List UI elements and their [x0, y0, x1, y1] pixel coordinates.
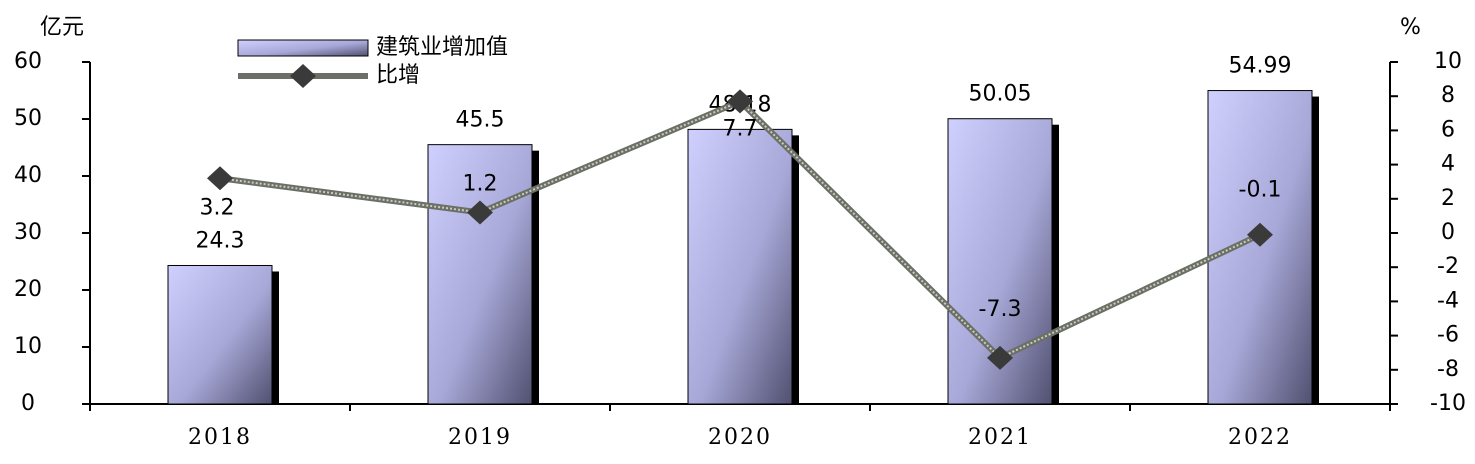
y2-tick-label: 8: [1441, 83, 1455, 108]
y-tick-label: 60: [14, 49, 42, 74]
line-marker: [987, 345, 1013, 370]
x-tick-label: 2019: [448, 425, 512, 450]
bar: [167, 264, 273, 405]
legend-label: 比增: [376, 63, 420, 88]
line-label: -7.3: [979, 297, 1022, 322]
y2-tick-label: 0: [1441, 220, 1455, 245]
bar: [687, 128, 793, 405]
bar-label: 24.3: [196, 228, 245, 253]
line-label: -0.1: [1239, 178, 1282, 203]
y-tick-label: 50: [14, 106, 42, 131]
y-tick-label: 10: [14, 334, 42, 359]
line-marker: [1247, 222, 1273, 247]
legend-marker: [290, 64, 316, 88]
line-marker: [467, 200, 493, 225]
x-tick-label: 2022: [1228, 425, 1292, 450]
y-tick-label: 40: [14, 163, 42, 188]
legend-swatch: [237, 39, 369, 57]
bar-label: 54.99: [1229, 54, 1292, 79]
bar: [427, 144, 533, 405]
y2-axis-label: %: [1400, 15, 1421, 40]
line-label: 7.7: [723, 116, 758, 141]
legend-label: 建筑业增加值: [376, 35, 508, 60]
x-tick-label: 2020: [708, 425, 772, 450]
x-tick-label: 2018: [188, 425, 252, 450]
y-tick-label: 0: [21, 391, 35, 416]
y-tick-label: 20: [14, 277, 42, 302]
bar: [1207, 90, 1313, 405]
y2-tick-label: 10: [1434, 49, 1462, 74]
y2-tick-label: -10: [1430, 391, 1466, 416]
y2-tick-label: -8: [1437, 357, 1459, 382]
x-tick-label: 2021: [968, 425, 1032, 450]
y-axis-label: 亿元: [40, 15, 84, 40]
bar-label: 50.05: [969, 82, 1032, 107]
y2-tick-label: 6: [1441, 117, 1455, 142]
line-marker: [727, 89, 753, 114]
y2-tick-label: -2: [1437, 254, 1459, 279]
line-marker: [207, 166, 233, 191]
y2-tick-label: -4: [1437, 288, 1459, 313]
y2-tick-label: -6: [1437, 323, 1459, 348]
line-label: 1.2: [463, 171, 498, 196]
y-tick-label: 30: [14, 220, 42, 245]
y2-tick-label: 4: [1441, 152, 1455, 177]
bar-label: 45.5: [456, 108, 505, 133]
y2-tick-label: 2: [1441, 186, 1455, 211]
line-label: 3.2: [200, 195, 235, 220]
